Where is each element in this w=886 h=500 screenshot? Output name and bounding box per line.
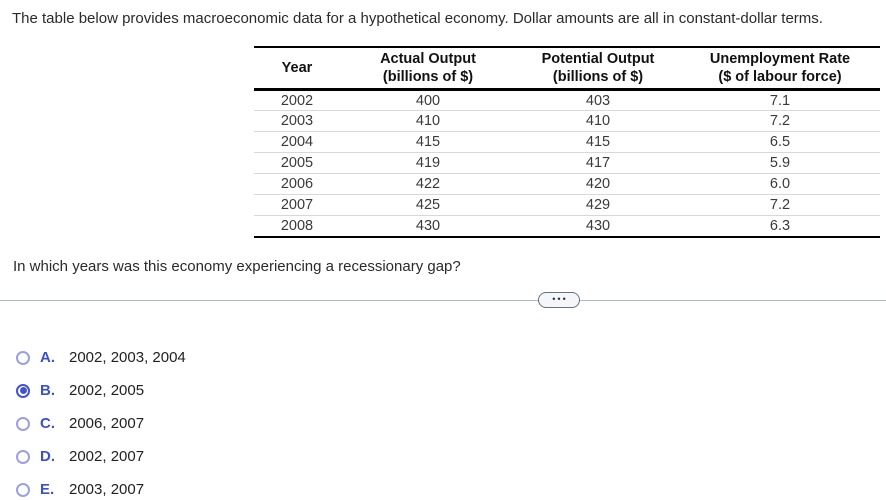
option-letter: A.: [40, 349, 55, 366]
option-text: 2002, 2005: [69, 382, 145, 399]
radio-button[interactable]: [16, 383, 30, 398]
cell-year: 2008: [254, 215, 340, 238]
option-letter: B.: [40, 382, 55, 399]
radio-button[interactable]: [16, 482, 30, 497]
option-text: 2006, 2007: [69, 415, 145, 432]
cell-potential: 429: [516, 194, 680, 216]
option-letter: E.: [40, 481, 55, 498]
answer-option-c[interactable]: C. 2006, 2007: [16, 407, 186, 440]
cell-year: 2003: [254, 110, 340, 132]
column-header-unemployment-rate: Unemployment Rate ($ of labour force): [680, 46, 880, 91]
column-header-year: Year: [254, 46, 340, 91]
cell-actual: 422: [340, 173, 516, 195]
cell-actual: 415: [340, 131, 516, 153]
more-options-button[interactable]: •••: [538, 292, 580, 308]
question-text: In which years was this economy experien…: [13, 258, 461, 275]
table-row: 2004 415 415 6.5: [254, 131, 880, 153]
radio-button[interactable]: [16, 350, 30, 365]
cell-year: 2004: [254, 131, 340, 153]
option-text: 2002, 2007: [69, 448, 145, 465]
cell-potential: 420: [516, 173, 680, 195]
table-row: 2006 422 420 6.0: [254, 173, 880, 195]
column-header-actual-output: Actual Output (billions of $): [340, 46, 516, 91]
cell-year: 2002: [254, 89, 340, 111]
intro-text: The table below provides macroeconomic d…: [12, 10, 823, 27]
cell-actual: 419: [340, 152, 516, 174]
answer-option-d[interactable]: D. 2002, 2007: [16, 440, 186, 473]
cell-actual: 410: [340, 110, 516, 132]
cell-year: 2006: [254, 173, 340, 195]
cell-potential: 403: [516, 89, 680, 111]
answer-option-e[interactable]: E. 2003, 2007: [16, 473, 186, 500]
ellipsis-icon: •••: [552, 293, 568, 304]
cell-actual: 400: [340, 89, 516, 111]
answer-options: A. 2002, 2003, 2004 B. 2002, 2005 C. 200…: [16, 341, 186, 500]
option-letter: D.: [40, 448, 55, 465]
radio-dot: [19, 387, 27, 394]
cell-unemployment: 6.5: [680, 131, 880, 153]
radio-button[interactable]: [16, 449, 30, 464]
macro-data-table: Year Actual Output (billions of $) Poten…: [254, 46, 880, 238]
column-header-potential-output: Potential Output (billions of $): [516, 46, 680, 91]
cell-potential: 415: [516, 131, 680, 153]
cell-unemployment: 6.3: [680, 215, 880, 238]
cell-unemployment: 7.1: [680, 89, 880, 111]
cell-potential: 430: [516, 215, 680, 238]
table-row: 2002 400 403 7.1: [254, 89, 880, 111]
cell-actual: 425: [340, 194, 516, 216]
cell-unemployment: 7.2: [680, 110, 880, 132]
table-row: 2005 419 417 5.9: [254, 152, 880, 174]
option-text: 2003, 2007: [69, 481, 145, 498]
cell-unemployment: 7.2: [680, 194, 880, 216]
option-letter: C.: [40, 415, 55, 432]
cell-unemployment: 6.0: [680, 173, 880, 195]
answer-option-a[interactable]: A. 2002, 2003, 2004: [16, 341, 186, 374]
table-header-row: Year Actual Output (billions of $) Poten…: [254, 46, 880, 91]
table-row: 2008 430 430 6.3: [254, 215, 880, 238]
cell-year: 2005: [254, 152, 340, 174]
table-row: 2007 425 429 7.2: [254, 194, 880, 216]
section-divider: [0, 300, 886, 301]
cell-actual: 430: [340, 215, 516, 238]
cell-potential: 417: [516, 152, 680, 174]
option-text: 2002, 2003, 2004: [69, 349, 186, 366]
radio-button[interactable]: [16, 416, 30, 431]
answer-option-b[interactable]: B. 2002, 2005: [16, 374, 186, 407]
cell-unemployment: 5.9: [680, 152, 880, 174]
cell-year: 2007: [254, 194, 340, 216]
cell-potential: 410: [516, 110, 680, 132]
table-row: 2003 410 410 7.2: [254, 110, 880, 132]
